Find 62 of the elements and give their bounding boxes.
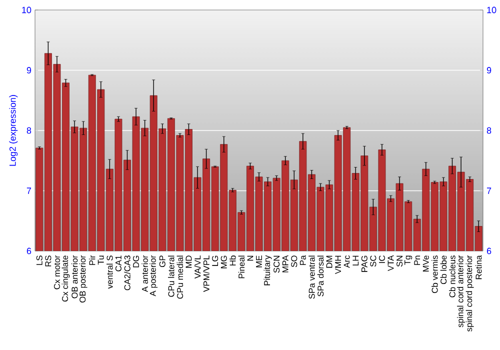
x-tick-label: RS	[45, 256, 52, 266]
x-tick-label: CPu medial	[176, 256, 184, 299]
x-tick-label: Cb lobe	[440, 256, 447, 284]
x-tick-label: ME	[256, 256, 262, 268]
x-tick-label: CPu lateral	[168, 256, 174, 297]
x-tick-label: MG	[220, 256, 227, 268]
x-tick-label: MVe	[422, 256, 429, 272]
x-tick-label: SO	[291, 256, 298, 268]
x-tick-label: Tg	[404, 256, 412, 265]
x-tick-label: Pineal	[238, 256, 245, 278]
x-tick-label: GP	[159, 256, 166, 268]
x-tick-label: SPa dorsal	[317, 256, 324, 296]
y-tick-label: 7	[26, 188, 32, 194]
x-tick-label: OB anterior	[71, 255, 78, 298]
y2-tick-label: 9	[486, 67, 492, 74]
x-tick-label: Pn	[414, 256, 420, 265]
x-tick-label: Cx motor	[54, 255, 60, 290]
x-tick-label: SCN	[274, 256, 280, 273]
y2-tick-label: 6	[486, 248, 492, 254]
y-axis-title: Log2 (expression)	[9, 95, 18, 166]
x-tick-label: MPA	[282, 255, 288, 272]
x-tick-label: Pa	[300, 255, 306, 265]
x-tick-label: ventral S	[106, 256, 113, 289]
x-tick-label: VMH	[335, 256, 341, 274]
x-tick-label: A posterior	[150, 255, 158, 296]
y-tick-label: 9	[26, 67, 32, 74]
x-tick-label: LS	[36, 256, 42, 265]
x-tick-label: VPM/VPL	[203, 255, 210, 292]
y2-tick-label: 10	[487, 6, 496, 14]
x-tick-label: Pir	[89, 255, 96, 265]
x-tick-label: VTA	[388, 255, 394, 272]
x-tick-label: CA1	[115, 256, 122, 272]
y2-tick-label: 7	[486, 188, 492, 194]
x-tick-label: Hb	[230, 256, 236, 266]
x-tick-label: Tu	[98, 256, 104, 265]
x-tick-label: MD	[186, 256, 192, 268]
x-tick-label: N	[247, 256, 254, 261]
x-tick-label: PAG	[361, 256, 368, 272]
x-tick-label: Cb nucleus	[449, 256, 456, 298]
x-tick-label: spinal cord anterior	[457, 255, 465, 328]
x-tick-label: Cb vermis	[432, 256, 438, 293]
x-tick-label: Arc	[344, 255, 350, 268]
x-tick-label: Retina	[475, 255, 482, 280]
x-tick-label: IC	[378, 256, 385, 263]
y-tick-label: 8	[26, 127, 32, 134]
x-tick-label: LH	[352, 256, 359, 266]
x-tick-label: DG	[133, 256, 140, 268]
x-tick-label: A anterior	[142, 255, 148, 292]
x-tick-label: OB posterior	[79, 255, 88, 302]
x-tick-label: LG	[212, 256, 218, 266]
y2-tick-label: 8	[486, 127, 492, 134]
x-tick-label: SPa ventral	[308, 256, 315, 299]
x-tick-label: Pituitary	[264, 255, 272, 286]
x-tick-label: DM	[326, 256, 332, 268]
x-tick-label: spinal cord posterior	[466, 255, 474, 332]
x-tick-label: SN	[396, 256, 403, 267]
x-tick-label: Cx cingulate	[62, 256, 70, 302]
x-tick-label: VA/VL	[194, 255, 201, 279]
x-tick-label: SC	[370, 256, 376, 267]
x-tick-label: CA2/CA3	[124, 256, 130, 290]
y-tick-label: 6	[26, 248, 32, 254]
y-tick-label: 10	[22, 6, 32, 14]
